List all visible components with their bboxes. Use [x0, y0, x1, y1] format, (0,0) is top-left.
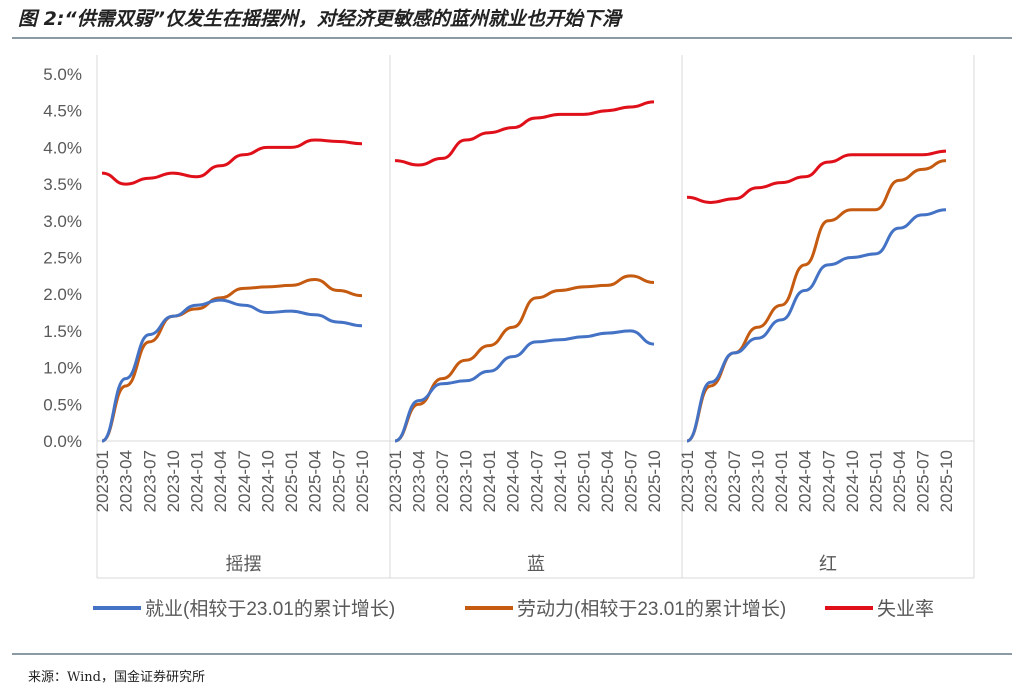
x-tick-label: 2024-07 — [819, 450, 838, 512]
x-tick-label: 2024-04 — [211, 450, 230, 512]
unemployment-series-line — [394, 100, 655, 167]
y-tick-label: 0.5% — [43, 395, 82, 414]
x-tick-label: 2024-01 — [188, 450, 207, 512]
x-tick-label: 2024-04 — [504, 450, 523, 512]
employment-series-line — [394, 329, 655, 443]
unemployment-series-line — [101, 138, 363, 186]
x-tick-label: 2025-10 — [353, 450, 372, 512]
y-tick-label: 1.5% — [43, 322, 82, 341]
x-tick-label: 2023-01 — [678, 450, 697, 512]
labor-series-line — [686, 159, 947, 443]
x-tick-label: 2025-07 — [621, 450, 640, 512]
x-tick-label: 2023-07 — [433, 450, 452, 512]
legend-label-employment: 就业(相较于23.01的累计增长) — [145, 598, 395, 620]
x-tick-label: 2025-10 — [937, 450, 956, 512]
x-tick-label: 2024-10 — [258, 450, 277, 512]
panel-label: 蓝 — [527, 554, 545, 574]
title-divider — [12, 37, 1012, 39]
x-tick-label: 2023-04 — [117, 450, 136, 512]
x-tick-label: 2025-07 — [913, 450, 932, 512]
labor-series-line — [394, 274, 655, 443]
panel-label: 摇摆 — [226, 554, 262, 574]
y-tick-label: 2.5% — [43, 249, 82, 268]
legend-label-unemployment: 失业率 — [877, 598, 934, 620]
x-tick-label: 2023-10 — [164, 450, 183, 512]
x-tick-label: 2025-04 — [306, 450, 325, 512]
x-tick-label: 2024-07 — [235, 450, 254, 512]
x-tick-label: 2024-04 — [796, 450, 815, 512]
x-tick-label: 2025-04 — [598, 450, 617, 512]
source-note: 来源：Wind，国金证券研究所 — [28, 670, 205, 685]
x-tick-label: 2024-10 — [551, 450, 570, 512]
x-tick-label: 2025-01 — [866, 450, 885, 512]
x-tick-label: 2023-07 — [140, 450, 159, 512]
x-tick-label: 2024-10 — [843, 450, 862, 512]
labor-series-line — [101, 278, 363, 443]
y-tick-label: 4.0% — [43, 138, 82, 157]
chart-title: 图 2:“供需双弱”仅发生在摇摆州，对经济更敏感的蓝州就业也开始下滑 — [18, 8, 621, 30]
employment-series-line — [101, 298, 363, 443]
x-tick-label: 2025-01 — [282, 450, 301, 512]
x-tick-label: 2025-04 — [890, 450, 909, 512]
y-tick-label: 3.5% — [43, 175, 82, 194]
legend-label-labor: 劳动力(相较于23.01的累计增长) — [517, 598, 786, 620]
y-tick-label: 4.5% — [43, 102, 82, 121]
y-tick-label: 3.0% — [43, 212, 82, 231]
x-tick-label: 2024-07 — [527, 450, 546, 512]
x-tick-label: 2025-07 — [329, 450, 348, 512]
x-tick-label: 2024-01 — [480, 450, 499, 512]
x-tick-label: 2023-01 — [386, 450, 405, 512]
x-tick-label: 2024-01 — [772, 450, 791, 512]
y-tick-label: 2.0% — [43, 285, 82, 304]
x-tick-label: 2025-01 — [574, 450, 593, 512]
source-divider — [12, 653, 1012, 655]
panel-label: 红 — [819, 554, 837, 574]
x-tick-label: 2023-01 — [93, 450, 112, 512]
x-tick-label: 2025-10 — [645, 450, 664, 512]
x-tick-label: 2023-10 — [749, 450, 768, 512]
x-tick-label: 2023-04 — [702, 450, 721, 512]
x-tick-label: 2023-10 — [457, 450, 476, 512]
employment-series-line — [686, 208, 947, 443]
unemployment-series-line — [686, 149, 947, 204]
x-tick-label: 2023-07 — [725, 450, 744, 512]
y-tick-label: 0.0% — [43, 432, 82, 451]
y-tick-label: 5.0% — [43, 65, 82, 84]
y-tick-label: 1.0% — [43, 359, 82, 378]
x-tick-label: 2023-04 — [410, 450, 429, 512]
